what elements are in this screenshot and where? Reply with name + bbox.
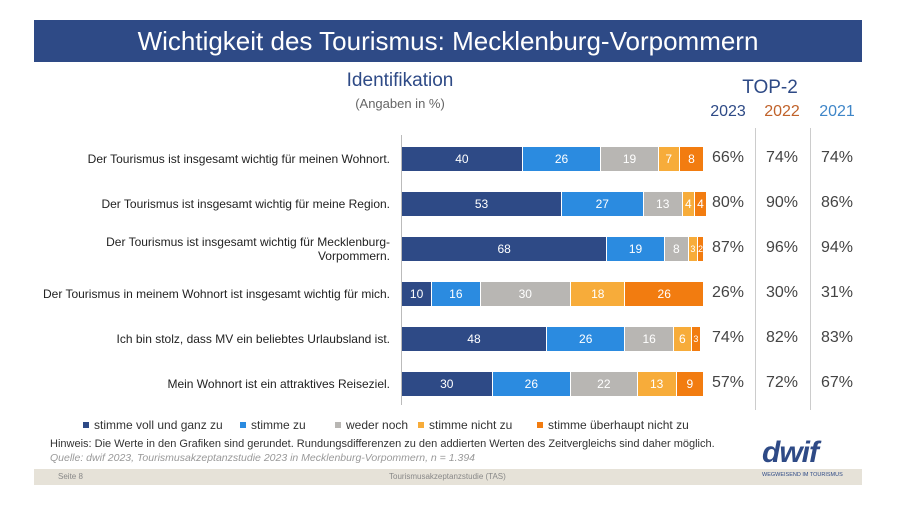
bar-segment: 6 — [673, 327, 692, 351]
top2-value: 90% — [765, 194, 799, 211]
top2-value: 87% — [711, 239, 745, 256]
legend-label: stimme überhaupt nicht zu — [548, 418, 689, 432]
dwif-logo: dwif — [762, 436, 819, 469]
top2-value: 94% — [820, 239, 854, 256]
top2-value: 74% — [765, 149, 799, 166]
bar-segment: 68 — [402, 237, 608, 261]
top2-value: 86% — [820, 194, 854, 211]
top2-value: 72% — [765, 374, 799, 391]
bar-segment: 26 — [522, 147, 602, 171]
logo-tagline: WEGWEISEND IM TOURISMUS — [762, 472, 843, 478]
study-name: Tourismusakzeptanzstudie (TAS) — [389, 472, 506, 481]
top2-value: 74% — [711, 329, 745, 346]
bar-segment: 9 — [676, 372, 704, 396]
bar-segment: 8 — [664, 237, 689, 261]
chart-title: Identifikation — [346, 70, 454, 91]
bar-segment: 26 — [492, 372, 572, 396]
legend-swatch — [240, 422, 246, 428]
bar-segment: 30 — [480, 282, 572, 306]
legend-swatch — [537, 422, 543, 428]
bar-segment: 30 — [402, 372, 493, 396]
bar-segment: 4 — [694, 192, 708, 216]
legend-label: stimme zu — [251, 418, 306, 432]
bar-segment: 18 — [571, 282, 626, 306]
page-title: Wichtigkeit des Tourismus: Mecklenburg-V… — [34, 20, 862, 62]
top2-value: 67% — [820, 374, 854, 391]
bar-segment: 3 — [688, 237, 698, 261]
legend-item: stimme zu — [240, 418, 306, 432]
bar-segment: 22 — [571, 372, 638, 396]
bar-segment: 27 — [562, 192, 644, 216]
bar-segment: 19 — [607, 237, 665, 261]
bar-segment: 2 — [697, 237, 704, 261]
legend-item: stimme nicht zu — [418, 418, 512, 432]
bar-segment: 19 — [601, 147, 659, 171]
bar-segment: 26 — [546, 327, 626, 351]
bar-segment: 13 — [637, 372, 677, 396]
legend-item: stimme voll und ganz zu — [83, 418, 223, 432]
bar-segment: 16 — [432, 282, 481, 306]
chart-subtitle: (Angaben in %) — [355, 96, 445, 111]
top2-value: 30% — [765, 284, 799, 301]
category-label: Mein Wohnort ist ein attraktives Reisezi… — [167, 377, 390, 391]
bar-segment: 4 — [682, 192, 695, 216]
bar-segment: 13 — [643, 192, 683, 216]
bar-segment: 10 — [402, 282, 433, 306]
footer-bar: Seite 8 Tourismusakzeptanzstudie (TAS) — [34, 469, 862, 485]
legend-label: stimme voll und ganz zu — [94, 418, 223, 432]
category-label: Der Tourismus in meinem Wohnort ist insg… — [42, 287, 390, 301]
top2-year-2022: 2022 — [764, 103, 800, 120]
bar-segment: 53 — [402, 192, 563, 216]
divider — [755, 128, 756, 410]
top2-value: 80% — [711, 194, 745, 211]
bar-segment: 40 — [402, 147, 523, 171]
legend-item: stimme überhaupt nicht zu — [537, 418, 689, 432]
bar-segment: 3 — [691, 327, 701, 351]
top2-value: 31% — [820, 284, 854, 301]
y-axis-line — [401, 135, 402, 405]
note: Hinweis: Die Werte in den Grafiken sind … — [50, 438, 715, 450]
source: Quelle: dwif 2023, Tourismusakzeptanzstu… — [50, 452, 476, 464]
bar-segment: 48 — [402, 327, 547, 351]
top2-year-2021: 2021 — [819, 103, 855, 120]
legend-label: weder noch — [346, 418, 409, 432]
top2-value: 57% — [711, 374, 745, 391]
top2-value: 26% — [711, 284, 745, 301]
legend-swatch — [418, 422, 424, 428]
top2-value: 66% — [711, 149, 745, 166]
category-label: Der Tourismus ist insgesamt wichtig für … — [87, 152, 390, 166]
legend-label: stimme nicht zu — [429, 418, 513, 432]
legend-item: weder noch — [335, 418, 408, 432]
divider — [810, 128, 811, 410]
category-label: Ich bin stolz, dass MV ein beliebtes Url… — [116, 332, 390, 346]
bar-segment: 7 — [658, 147, 680, 171]
top2-value: 82% — [765, 329, 799, 346]
category-label: Der Tourismus ist insgesamt wichtig für … — [101, 197, 390, 211]
top2-value: 83% — [820, 329, 854, 346]
top2-value: 74% — [820, 149, 854, 166]
bar-segment: 26 — [625, 282, 704, 306]
bar-segment: 8 — [679, 147, 704, 171]
page-number: Seite 8 — [58, 472, 83, 481]
bar-segment: 16 — [625, 327, 674, 351]
top2-title: TOP-2 — [742, 77, 798, 98]
legend-swatch — [335, 422, 341, 428]
category-label: Der Tourismus ist insgesamt wichtig für … — [106, 235, 390, 263]
top2-year-2023: 2023 — [710, 103, 746, 120]
legend-swatch — [83, 422, 89, 428]
top2-value: 96% — [765, 239, 799, 256]
